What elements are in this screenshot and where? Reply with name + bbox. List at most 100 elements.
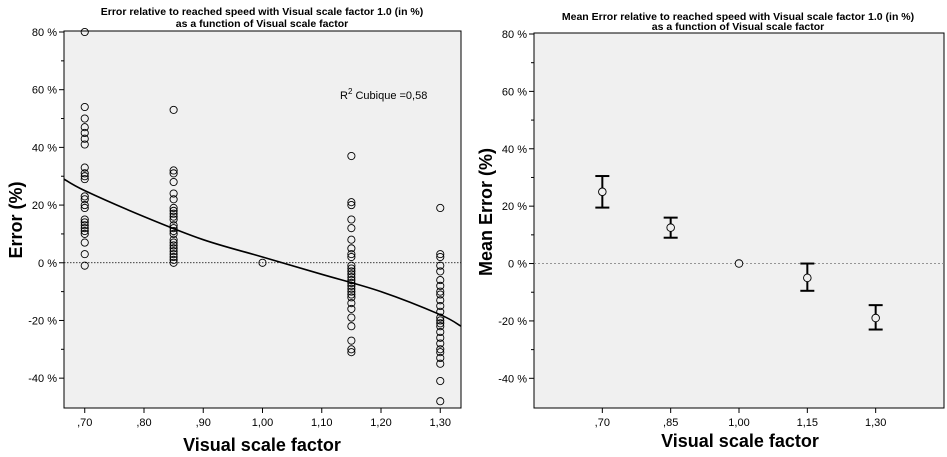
scatter-chart-subtitle: as a function of Visual scale factor	[176, 18, 349, 30]
y-tick-label: -40 %	[498, 373, 527, 385]
mean-point	[734, 259, 744, 268]
scatter-point	[169, 226, 178, 236]
y-tick-label: -20 %	[498, 316, 527, 328]
y-tick-label: 0 %	[508, 259, 527, 271]
scatter-point	[436, 290, 445, 299]
scatter-point	[347, 244, 356, 253]
scatter-point	[169, 195, 178, 204]
y-tick-label: 20 %	[32, 200, 57, 212]
scatter-point	[436, 281, 445, 290]
scatter-point	[436, 307, 445, 316]
scatter-point	[436, 261, 445, 270]
scatter-point	[80, 134, 89, 143]
scatter-point	[80, 123, 89, 132]
r-squared-annotation: R2 Cubique =0,58	[340, 87, 427, 102]
error-bars	[595, 175, 883, 331]
scatter-point	[347, 293, 356, 302]
scatter-point	[347, 336, 356, 345]
scatter-point	[80, 27, 89, 37]
r-squared-prefix: R	[340, 90, 348, 102]
y-tick-label: 40 %	[502, 144, 527, 156]
x-tick-label: ,70	[595, 417, 610, 429]
scatter-point	[169, 258, 178, 267]
scatter-point	[347, 290, 356, 299]
scatter-chart: Error relative to reached speed with Vis…	[6, 6, 462, 455]
scatter-point	[80, 218, 89, 227]
scatter-point	[436, 353, 445, 363]
x-tick-label: ,90	[196, 417, 211, 429]
scatter-point	[436, 276, 445, 285]
scatter-point	[80, 203, 89, 213]
scatter-point	[347, 261, 356, 270]
scatter-point	[169, 247, 178, 256]
scatter-point	[80, 221, 89, 230]
scatter-point	[169, 203, 178, 213]
scatter-point	[436, 296, 445, 305]
scatter-point	[80, 114, 89, 123]
errorbar-chart-title: Mean Error relative to reached speed wit…	[562, 11, 914, 23]
scatter-point	[169, 169, 178, 178]
scatter-point	[347, 198, 356, 207]
x-tick-label: ,80	[136, 417, 151, 429]
x-tick-label: 1,20	[370, 417, 391, 429]
scatter-point	[169, 212, 178, 221]
scatter-point	[169, 250, 178, 259]
scatter-point	[169, 215, 178, 224]
x-tick-label: ,85	[663, 417, 678, 429]
scatter-point	[80, 102, 89, 112]
scatter-point	[436, 376, 445, 386]
scatter-point	[436, 327, 445, 337]
scatter-point	[347, 252, 356, 262]
x-tick-label: ,70	[77, 417, 92, 429]
scatter-point	[347, 201, 356, 210]
y-tick-label: 80 %	[502, 29, 527, 41]
scatter-point	[80, 140, 89, 149]
y-tick-label: 60 %	[32, 85, 57, 97]
scatter-point	[169, 255, 178, 264]
scatter-point	[347, 348, 356, 357]
scatter-point	[347, 215, 356, 224]
y-tick-label: 80 %	[32, 27, 57, 39]
errorbar-y-ticks: -40 % -20 % 0 % 20 % 40 % 60 % 80 %	[498, 29, 534, 385]
scatter-point	[169, 209, 178, 218]
x-tick-label: 1,10	[311, 417, 332, 429]
scatter-point	[347, 273, 356, 282]
scatter-point	[169, 244, 178, 253]
scatter-point	[80, 229, 89, 238]
scatter-point	[436, 333, 445, 342]
mean-point	[803, 273, 812, 283]
x-tick-label: 1,00	[252, 417, 273, 429]
cubic-fit-line	[63, 178, 462, 327]
scatter-point	[169, 206, 178, 215]
errorbar-x-ticks: ,70 ,85 1,00 1,15 1,30	[595, 408, 886, 429]
scatter-point	[80, 128, 89, 138]
scatter-point	[169, 177, 178, 187]
scatter-point	[80, 163, 89, 172]
errorbar-y-axis-label: Mean Error (%)	[476, 148, 496, 276]
scatter-chart-title: Error relative to reached speed with Vis…	[101, 6, 424, 18]
scatter-point	[80, 192, 89, 201]
r-squared-sup: 2	[348, 87, 353, 96]
scatter-point	[436, 345, 445, 354]
y-tick-label: 60 %	[502, 86, 527, 98]
scatter-point	[347, 313, 356, 322]
scatter-point	[436, 348, 445, 357]
scatter-points	[80, 27, 445, 406]
scatter-point	[436, 322, 445, 331]
scatter-x-ticks: ,70 ,80 ,90 1,00 1,10 1,20 1,30	[77, 408, 451, 429]
scatter-point	[347, 264, 356, 273]
scatter-point	[347, 235, 356, 244]
scatter-point	[436, 397, 445, 406]
scatter-point	[80, 226, 89, 236]
errorbar-chart: Mean Error relative to reached speed wit…	[476, 11, 945, 451]
scatter-point	[169, 166, 178, 175]
scatter-point	[436, 301, 445, 311]
scatter-point	[80, 261, 89, 270]
y-tick-label: -40 %	[28, 373, 57, 385]
scatter-point	[169, 252, 178, 262]
scatter-point	[347, 278, 356, 288]
scatter-point	[347, 224, 356, 233]
scatter-point	[169, 229, 178, 238]
scatter-point	[169, 241, 178, 250]
scatter-point	[436, 313, 445, 322]
